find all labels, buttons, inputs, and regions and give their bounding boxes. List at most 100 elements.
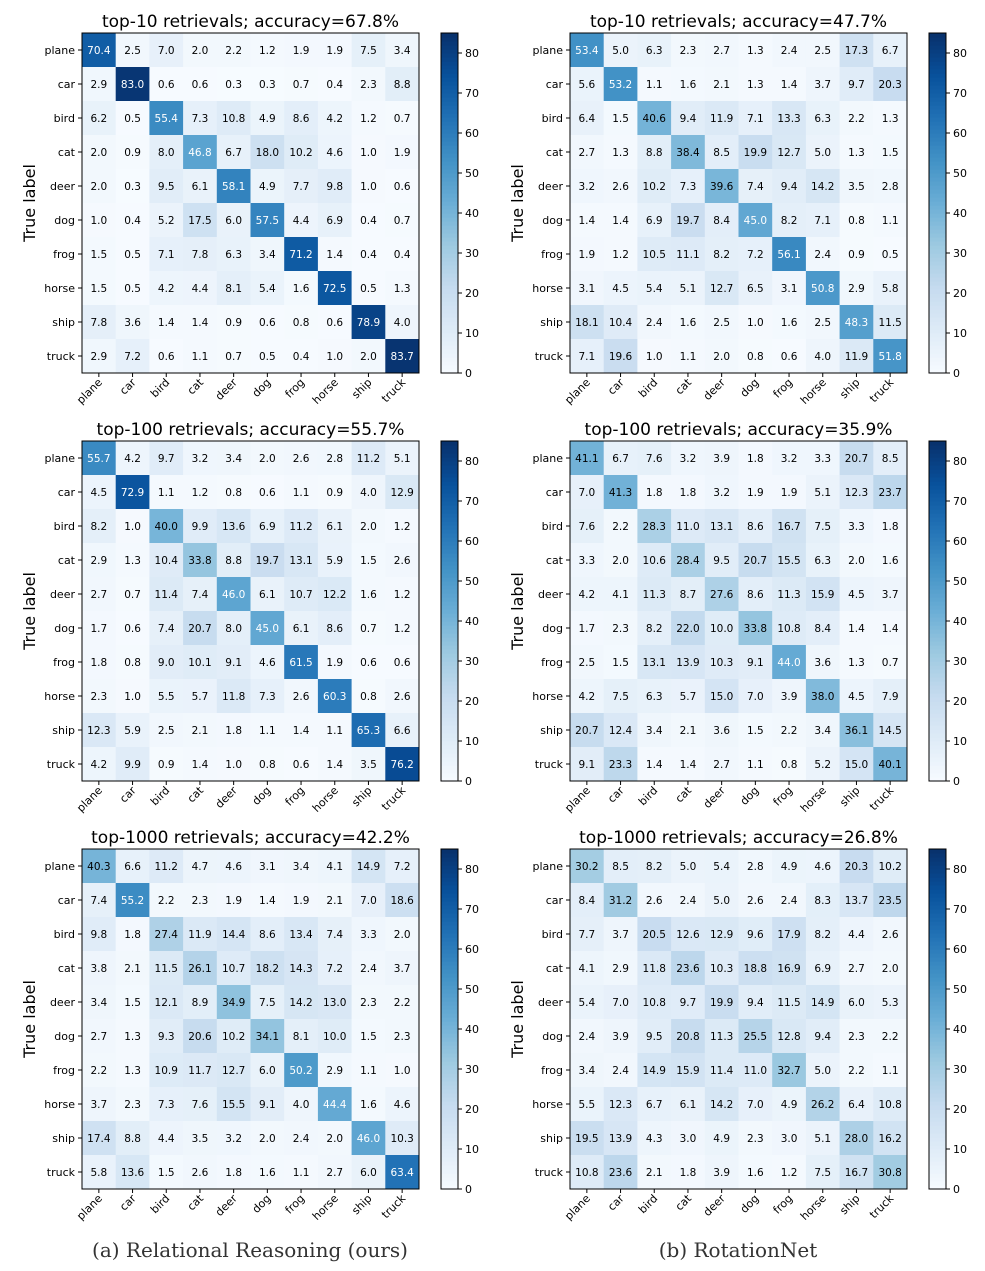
y-tick-label: plane xyxy=(532,44,563,57)
heatmap-cell xyxy=(738,33,773,68)
colorbar-segment xyxy=(441,1057,458,1062)
cell-value-label: 9.5 xyxy=(646,1031,663,1043)
heatmap-cell xyxy=(839,543,874,578)
y-tick-label: cat xyxy=(546,554,564,567)
heatmap-cell xyxy=(839,1087,874,1122)
colorbar-segment xyxy=(929,61,946,66)
cell-value-label: 1.6 xyxy=(747,1167,764,1179)
colorbar-segment xyxy=(441,533,458,538)
colorbar-segment xyxy=(441,297,458,302)
colorbar-segment xyxy=(929,709,946,714)
cell-value-label: 31.2 xyxy=(609,895,632,907)
cell-value-label: 7.4 xyxy=(90,895,107,907)
heatmap-cell xyxy=(671,543,706,578)
heatmap-cell xyxy=(216,67,251,102)
cell-value-label: 4.0 xyxy=(814,351,831,363)
colorbar-segment xyxy=(929,933,946,938)
colorbar-segment xyxy=(441,77,458,82)
colorbar-segment xyxy=(441,733,458,738)
colorbar-frame xyxy=(440,32,459,374)
heatmap-cell xyxy=(351,985,386,1020)
y-tick-label: car xyxy=(546,894,564,907)
heatmap-cell xyxy=(115,339,150,374)
colorbar-segment xyxy=(929,969,946,974)
heatmap-cell xyxy=(115,271,150,306)
cell-value-label: 8.6 xyxy=(747,589,764,601)
y-tick-label: truck xyxy=(47,758,76,771)
colorbar-segment xyxy=(441,573,458,578)
cell-value-label: 7.2 xyxy=(394,861,411,873)
heatmap-cell xyxy=(82,33,117,68)
cell-value-label: 19.9 xyxy=(744,147,767,159)
heatmap-cell xyxy=(149,33,184,68)
cell-value-label: 9.1 xyxy=(747,657,764,669)
y-tick-label: plane xyxy=(44,44,75,57)
x-tick-label: plane xyxy=(562,1192,593,1223)
heatmap-cell xyxy=(570,101,605,136)
x-tick-label: dog xyxy=(250,376,274,400)
colorbar-frame xyxy=(928,848,947,1190)
colorbar-segment xyxy=(441,121,458,126)
cell-value-label: 11.2 xyxy=(155,861,178,873)
colorbar-segment xyxy=(929,617,946,622)
plot-frame xyxy=(81,32,420,374)
colorbar-tick-label: 30 xyxy=(953,1063,967,1076)
y-tick-label: bird xyxy=(542,928,563,941)
colorbar-tick-label: 20 xyxy=(465,287,479,300)
heatmap-cell xyxy=(570,271,605,306)
heatmap-cell xyxy=(317,475,353,510)
cell-value-label: 10.2 xyxy=(222,1031,245,1043)
heatmap-cell xyxy=(637,169,672,204)
cell-value-label: 1.1 xyxy=(293,487,310,499)
colorbar-segment xyxy=(929,173,946,178)
colorbar-segment xyxy=(929,309,946,314)
cell-value-label: 28.3 xyxy=(643,521,666,533)
cell-value-label: 1.4 xyxy=(158,317,175,329)
colorbar-segment xyxy=(441,249,458,254)
cell-value-label: 12.2 xyxy=(323,589,346,601)
colorbar-tick-label: 50 xyxy=(953,983,967,996)
heatmap-cell xyxy=(250,237,285,272)
cell-value-label: 3.5 xyxy=(192,1133,209,1145)
cell-value-label: 1.9 xyxy=(293,45,310,57)
cell-value-label: 7.0 xyxy=(578,487,595,499)
heatmap-cell xyxy=(183,135,218,170)
x-tick-label: cat xyxy=(185,783,207,805)
cell-value-label: 4.1 xyxy=(578,963,595,975)
heatmap-cell xyxy=(82,1121,117,1156)
heatmap-cell xyxy=(115,645,150,680)
heatmap-cell xyxy=(839,339,874,374)
cell-value-label: 3.3 xyxy=(814,453,831,465)
colorbar-segment xyxy=(441,677,458,682)
cell-value-label: 20.3 xyxy=(878,79,901,91)
x-tick-label: deer xyxy=(213,376,240,403)
cell-value-label: 20.7 xyxy=(744,555,767,567)
colorbar-segment xyxy=(441,501,458,506)
colorbar-segment xyxy=(441,1149,458,1154)
cell-value-label: 0.9 xyxy=(848,249,865,261)
x-tick-label: ship xyxy=(349,1192,374,1217)
y-tick-label: plane xyxy=(44,860,75,873)
cell-value-label: 8.6 xyxy=(747,521,764,533)
heatmap-cell xyxy=(805,645,841,680)
cell-value-label: 3.2 xyxy=(713,487,730,499)
cell-value-label: 1.8 xyxy=(225,725,242,737)
cell-value-label: 12.3 xyxy=(845,487,868,499)
heatmap-cell xyxy=(839,679,874,714)
colorbar-segment xyxy=(929,877,946,882)
colorbar-segment xyxy=(929,705,946,710)
heatmap-cell xyxy=(250,203,285,238)
colorbar-segment xyxy=(929,777,946,782)
colorbar-segment xyxy=(441,849,458,854)
colorbar-segment xyxy=(441,357,458,362)
cell-value-label: 7.7 xyxy=(578,929,595,941)
heatmap-cell xyxy=(805,577,841,612)
cell-value-label: 1.0 xyxy=(326,351,343,363)
heatmap-cell xyxy=(149,849,184,884)
heatmap-cell xyxy=(284,441,319,476)
colorbar-segment xyxy=(929,453,946,458)
cell-value-label: 2.7 xyxy=(90,1031,107,1043)
colorbar-segment xyxy=(929,769,946,774)
colorbar-segment xyxy=(929,537,946,542)
heatmap-cell xyxy=(839,509,874,544)
